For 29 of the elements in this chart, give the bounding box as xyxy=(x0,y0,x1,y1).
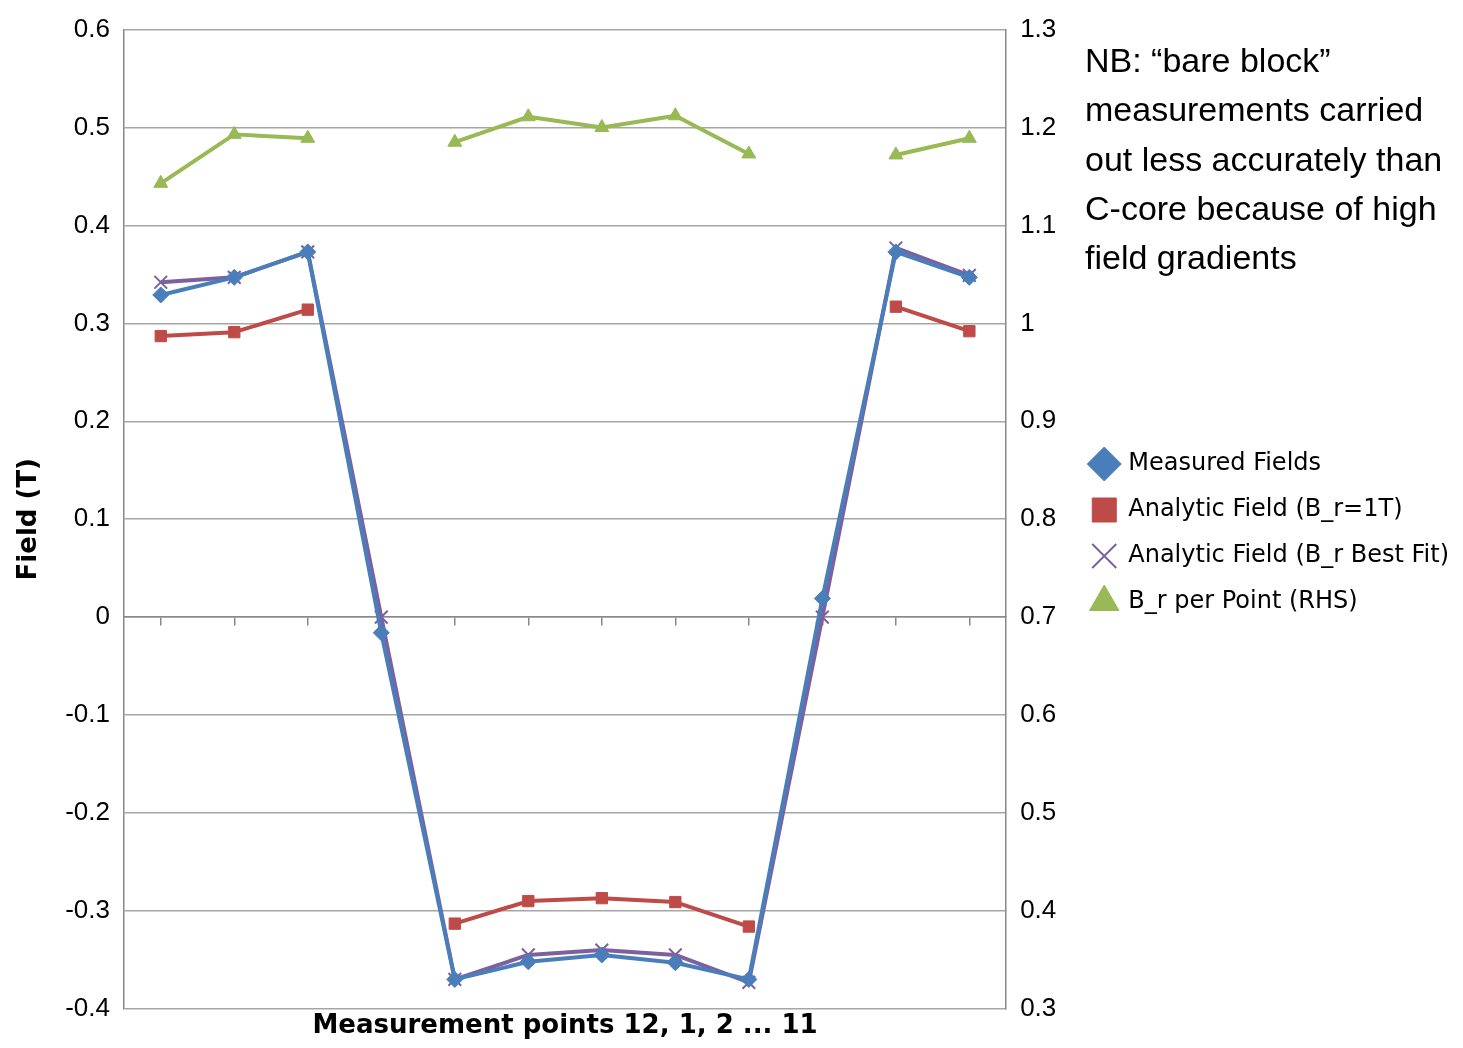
y2-tick-label: 0.9 xyxy=(1020,404,1057,435)
y-tick-label: -0.4 xyxy=(65,991,110,1022)
y2-tick-label: 1.2 xyxy=(1020,110,1057,141)
legend-label: Analytic Field (B_r Best Fit) xyxy=(1128,540,1449,569)
y-tick-label: -0.2 xyxy=(65,796,110,827)
y2-tick-label: 0.6 xyxy=(1020,698,1057,729)
y-tick-label: -0.3 xyxy=(65,894,110,925)
y2-tick-label: 1 xyxy=(1020,306,1035,337)
y-axis-title: Field (T) xyxy=(12,458,43,581)
y-tick-label: 0.1 xyxy=(73,502,110,533)
y2-tick-label: 0.7 xyxy=(1020,600,1057,631)
legend-label: Measured Fields xyxy=(1128,448,1322,477)
y-tick-label: 0.4 xyxy=(73,208,110,239)
y-tick-label: 0 xyxy=(95,600,110,631)
y-tick-label: 0.3 xyxy=(73,306,110,337)
y2-tick-label: 1.1 xyxy=(1020,208,1057,239)
legend-label: Analytic Field (B_r=1T) xyxy=(1128,494,1403,523)
x-axis-title: Measurement points 12, 1, 2 ... 11 xyxy=(312,1009,818,1040)
y-tick-label: 0.6 xyxy=(73,12,110,43)
y2-tick-label: 0.5 xyxy=(1020,796,1057,827)
y2-tick-label: 0.8 xyxy=(1020,502,1057,533)
y-tick-label: 0.5 xyxy=(73,110,110,141)
y2-tick-label: 0.3 xyxy=(1020,991,1057,1022)
y2-tick-label: 1.3 xyxy=(1020,12,1057,43)
y2-tick-label: 0.4 xyxy=(1020,894,1057,925)
y-tick-label: -0.1 xyxy=(65,698,110,729)
legend-label: B_r per Point (RHS) xyxy=(1128,586,1358,615)
y-tick-label: 0.2 xyxy=(73,404,110,435)
text: NB: “bare block” measurements carried out less accurately than C-core because of high field gradients xyxy=(1085,40,1444,279)
